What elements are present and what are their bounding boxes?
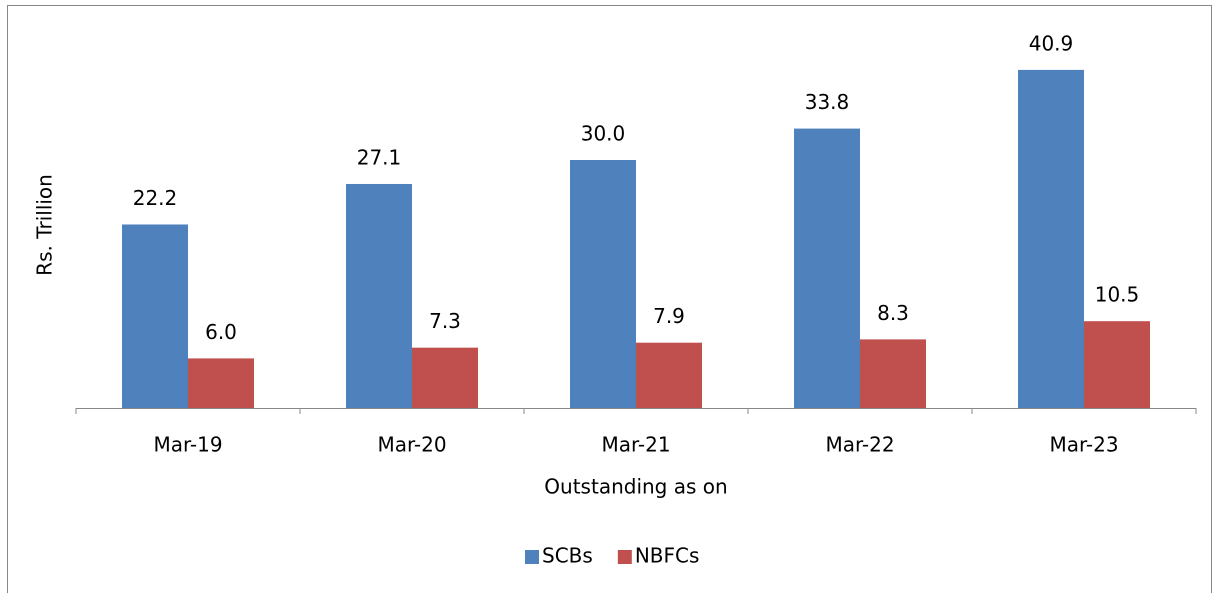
bar xyxy=(860,339,926,408)
legend-swatch xyxy=(617,550,632,564)
value-label: 7.9 xyxy=(653,304,685,328)
value-label: 7.3 xyxy=(429,309,461,333)
x-tick-label: Mar-22 xyxy=(825,433,894,457)
chart-frame xyxy=(7,5,1212,593)
bar xyxy=(122,224,188,408)
bar xyxy=(412,347,478,408)
legend-swatch xyxy=(525,550,539,564)
legend-label: NBFCs xyxy=(635,544,700,568)
bar xyxy=(570,160,636,408)
y-axis-title: Rs. Trillion xyxy=(33,174,57,276)
bar xyxy=(1084,321,1150,408)
x-axis-title: Outstanding as on xyxy=(544,475,727,499)
value-label: 10.5 xyxy=(1095,283,1140,307)
x-tick-label: Mar-19 xyxy=(153,433,222,457)
value-label: 33.8 xyxy=(805,90,850,114)
x-tick-label: Mar-23 xyxy=(1049,433,1118,457)
value-label: 40.9 xyxy=(1029,31,1074,55)
x-tick-label: Mar-20 xyxy=(377,433,446,457)
bar xyxy=(794,128,860,408)
legend-label: SCBs xyxy=(542,544,593,568)
value-label: 22.2 xyxy=(133,186,178,210)
value-label: 27.1 xyxy=(357,145,402,169)
bar xyxy=(636,342,702,408)
bar xyxy=(188,358,254,408)
value-label: 8.3 xyxy=(877,301,909,325)
x-tick-label: Mar-21 xyxy=(601,433,670,457)
value-label: 6.0 xyxy=(205,320,237,344)
bar xyxy=(346,183,412,408)
value-label: 30.0 xyxy=(581,122,626,146)
bar xyxy=(1018,69,1084,408)
